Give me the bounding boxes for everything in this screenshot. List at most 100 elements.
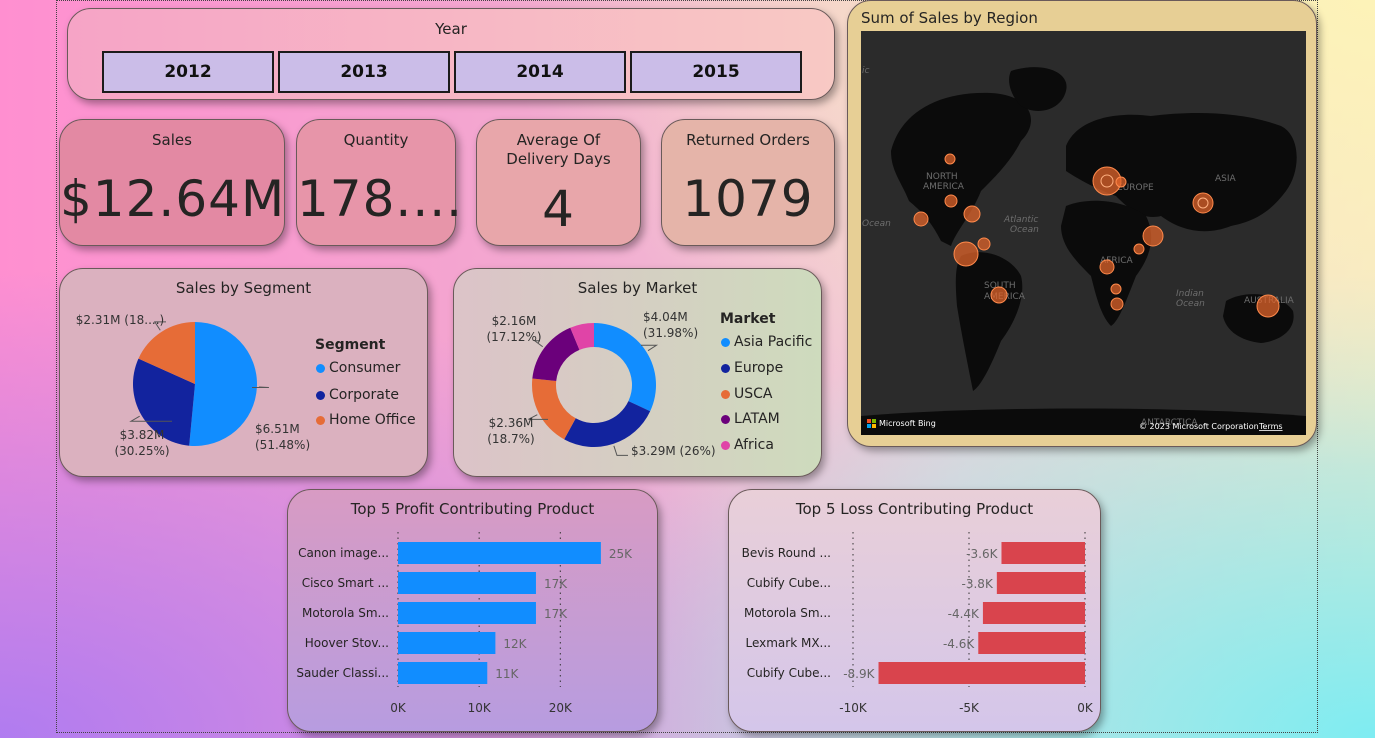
bar[interactable] [398, 572, 536, 594]
legend-item-africa[interactable]: Africa [721, 437, 774, 453]
map-label-north: NORTH [926, 172, 958, 182]
sales-bubble[interactable] [944, 153, 956, 165]
sales-bubble[interactable] [1142, 225, 1164, 247]
bar[interactable] [398, 602, 536, 624]
legend-dot-icon [721, 440, 730, 450]
sales-bubble[interactable] [1099, 259, 1115, 275]
map-copyright: © 2023 Microsoft Corporation [1139, 422, 1259, 431]
bar[interactable] [996, 572, 1085, 594]
delivery-days-card[interactable]: Average Of Delivery Days 4 [476, 119, 641, 246]
land-south-america [955, 252, 1023, 391]
sales-bubble[interactable] [1110, 283, 1122, 295]
year-button-2013[interactable]: 2013 [278, 51, 450, 93]
sales-bubble[interactable] [913, 211, 929, 227]
legend-dot-icon [316, 415, 325, 425]
delivery-label-line1: Average Of [516, 131, 601, 149]
map-label-america-north: AMERICA [923, 182, 965, 192]
sales-bubble[interactable] [953, 241, 979, 267]
profit-chart-title: Top 5 Profit Contributing Product [350, 500, 595, 518]
loss-bar-chart[interactable]: -10K -5K 0K Bevis Round ... -3.6K Cubify Cube… [729, 490, 1102, 733]
slice-europe[interactable] [564, 401, 651, 447]
sales-bubble[interactable] [1256, 294, 1280, 318]
data-label: $3.29M (26%) [631, 444, 716, 458]
bar[interactable] [398, 632, 496, 654]
axis-tick-label: 0K [390, 701, 407, 715]
legend-label-consumer: Consumer [329, 360, 401, 376]
map-label-ocean-west: Ocean [862, 219, 891, 229]
sales-bubble[interactable] [1192, 192, 1214, 214]
value-label: 11K [495, 667, 519, 681]
land-masses [861, 67, 1306, 435]
sales-bubble[interactable] [1110, 297, 1124, 311]
bar[interactable] [878, 662, 1085, 684]
leader-line [528, 414, 548, 420]
map-label-asia: ASIA [1215, 174, 1237, 184]
bar[interactable] [978, 632, 1085, 654]
category-label: Sauder Classi... [296, 666, 389, 680]
axis-tick-label: 0K [1077, 701, 1094, 715]
map-label-indian-ocean: Ocean [1176, 299, 1205, 309]
data-label: (31.98%) [643, 326, 698, 340]
sales-bubble[interactable] [1115, 176, 1127, 188]
map-label-atlantic: Atlantic [1003, 215, 1038, 225]
bar[interactable] [1001, 542, 1085, 564]
bar[interactable] [398, 662, 488, 684]
returned-orders-card[interactable]: Returned Orders 1079 [661, 119, 835, 246]
quantity-label: Quantity [343, 131, 409, 149]
segment-pie-chart[interactable]: $6.51M (51.48%) $3.82M (30.25%) $2.31M (18..… [60, 269, 310, 478]
sales-bubble[interactable] [944, 194, 958, 208]
sales-bubble-ring [1100, 174, 1114, 188]
slice-consumer[interactable] [189, 322, 257, 446]
report-canvas-border [56, 0, 1318, 733]
slice-latam[interactable] [532, 327, 580, 382]
legend-item-corporate[interactable]: Corporate [316, 387, 399, 403]
market-donut-chart[interactable]: $4.04M (31.98%) $3.29M (26%) $2.36M (18.7%) $… [454, 269, 716, 478]
category-label: Motorola Sm... [744, 606, 831, 620]
sales-card[interactable]: Sales $12.64M [59, 119, 285, 246]
sales-bubble[interactable] [977, 237, 991, 251]
year-slicer: Year 2012 2013 2014 2015 [67, 8, 835, 100]
data-label: $2.31M (18....) [76, 313, 164, 327]
bar[interactable] [982, 602, 1085, 624]
world-map[interactable]: NORTH AMERICA EUROPE ASIA AFRICA SOUTH A… [861, 31, 1306, 435]
data-label: $6.51M [255, 422, 300, 436]
slice-usca[interactable] [532, 378, 576, 440]
legend-item-home-office[interactable]: Home Office [316, 412, 416, 428]
bing-logo: Microsoft Bing [867, 419, 936, 428]
slice-africa[interactable] [570, 323, 594, 350]
slice-home-office[interactable] [138, 322, 195, 384]
data-label: $4.04M [643, 310, 688, 324]
sales-bubble[interactable] [1133, 243, 1145, 255]
legend-dot-icon [721, 389, 730, 399]
legend-label-usca: USCA [734, 386, 773, 402]
bing-brand: Microsoft Bing [879, 419, 936, 428]
bar[interactable] [398, 542, 601, 564]
segment-chart-title: Sales by Segment [175, 279, 312, 297]
quantity-card[interactable]: Quantity 178.... [296, 119, 462, 246]
legend-item-consumer[interactable]: Consumer [316, 360, 400, 376]
leader-line [641, 344, 659, 352]
category-label: Lexmark MX... [745, 636, 831, 650]
year-button-2015[interactable]: 2015 [630, 51, 802, 93]
profit-bar-chart[interactable]: 0K 10K 20K Canon image... 25K Cisco Smart ...… [288, 490, 659, 733]
value-label: -3.6K [966, 547, 998, 561]
legend-item-usca[interactable]: USCA [721, 386, 773, 402]
year-button-2012[interactable]: 2012 [102, 51, 274, 93]
slice-asia-pacific[interactable] [594, 323, 656, 412]
leader-line [129, 415, 172, 422]
leader-line [153, 321, 166, 331]
legend-item-europe[interactable]: Europe [721, 360, 783, 376]
legend-item-asia-pacific[interactable]: Asia Pacific [721, 334, 812, 350]
sales-bubbles [913, 153, 1280, 318]
map-terms-link[interactable]: Terms [1258, 422, 1283, 431]
year-button-2014[interactable]: 2014 [454, 51, 626, 93]
map-title: Sum of Sales by Region [861, 9, 1038, 27]
sales-bubble[interactable] [963, 205, 981, 223]
legend-dot-icon [316, 363, 325, 373]
land-north-america [891, 92, 1031, 246]
sales-bubble[interactable] [990, 286, 1008, 304]
legend-item-latam[interactable]: LATAM [721, 411, 780, 427]
slice-corporate[interactable] [133, 358, 195, 446]
map-label-indian: Indian [1176, 289, 1204, 299]
map-label-south: SOUTH [984, 281, 1016, 291]
